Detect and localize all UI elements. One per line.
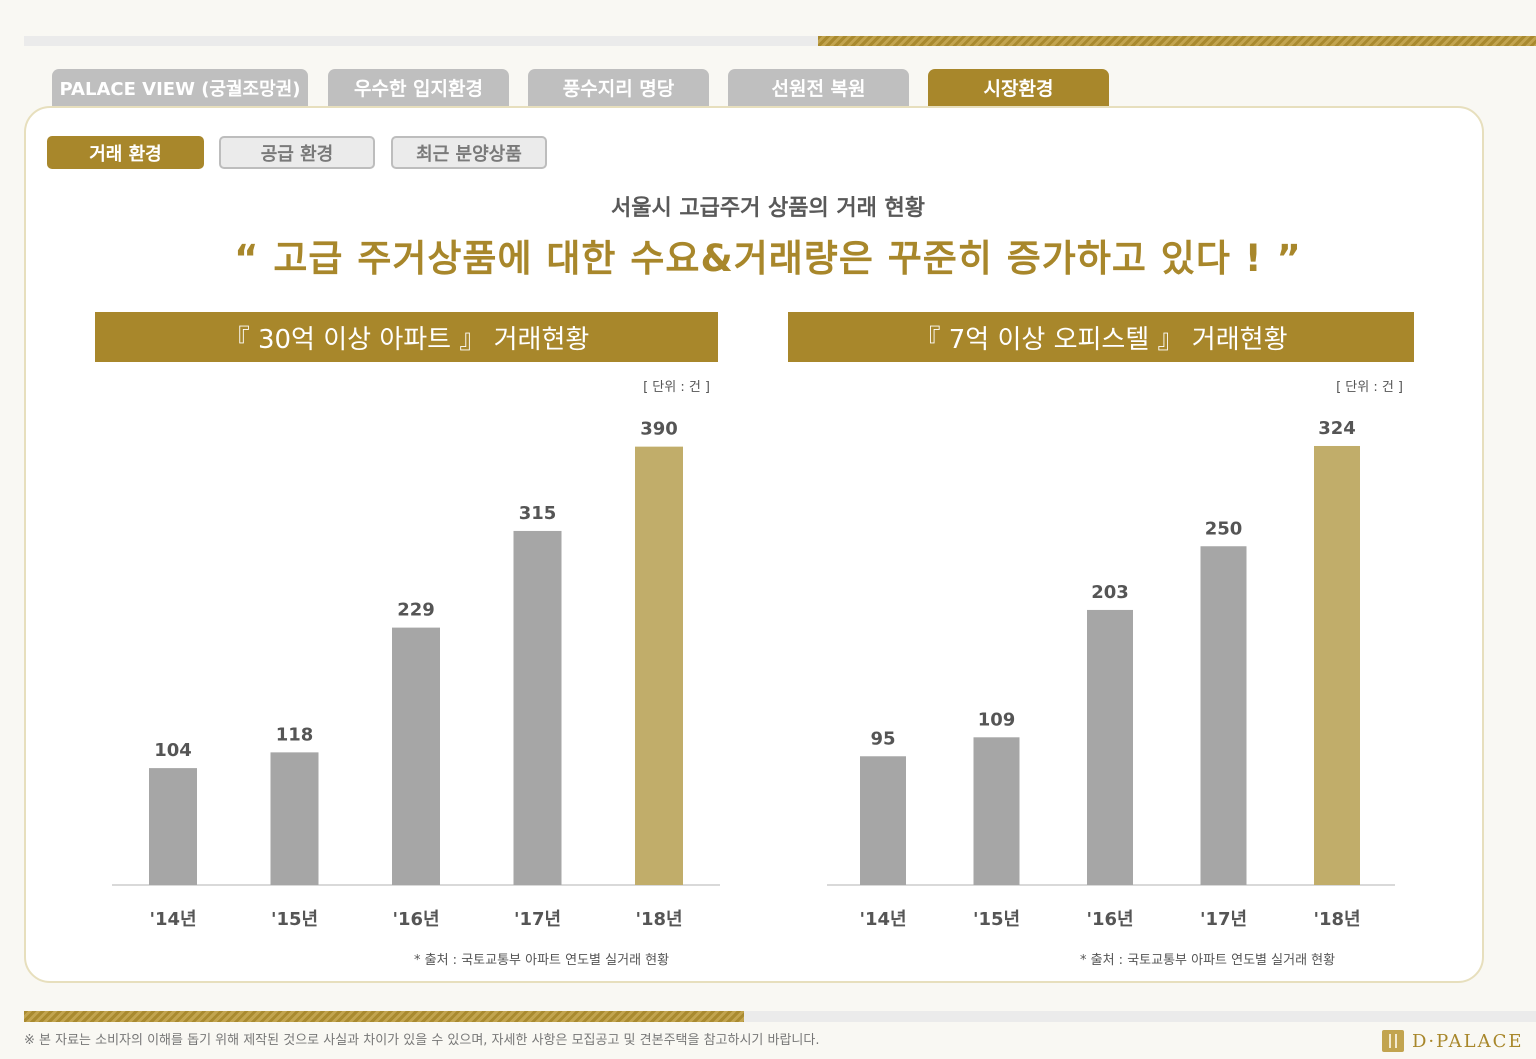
- tab-location[interactable]: 우수한 입지환경: [328, 69, 509, 106]
- section-subtitle: 서울시 고급주거 상품의 거래 현황: [611, 196, 925, 221]
- logo-mark-icon: [1382, 1030, 1404, 1052]
- bar-value-label: 203: [1091, 582, 1129, 603]
- bottom-stripe-gold: [24, 1011, 744, 1022]
- x-tick-label: '14년: [859, 909, 906, 930]
- chart2-source: * 출처 : 국토교통부 아파트 연도별 실거래 현황: [1080, 953, 1336, 968]
- footer-disclaimer: ※ 본 자료는 소비자의 이해를 돕기 위해 제작된 것으로 사실과 차이가 있…: [24, 1033, 820, 1048]
- bar-5: [1314, 445, 1360, 885]
- chart1-title: 『 30억 이상 아파트 』 거래현황: [95, 312, 718, 362]
- subtab-recent-sales[interactable]: 최근 분양상품: [391, 136, 547, 169]
- tab-feng-shui[interactable]: 풍수지리 명당: [528, 69, 709, 106]
- bar-value-label: 229: [397, 600, 435, 621]
- bar-4: [1200, 546, 1247, 885]
- brand-logo: D·PALACE: [1382, 1030, 1523, 1052]
- bar-2: [973, 737, 1020, 885]
- chart2-svg: 95 '14년 109 '15년 203 '16년 250 '17년 324 '18년: [827, 418, 1395, 930]
- x-tick-label: '18년: [635, 909, 682, 930]
- x-tick-label: '15년: [973, 909, 1020, 930]
- logo-text: D·PALACE: [1412, 1030, 1524, 1052]
- tab-palace-view[interactable]: PALACE VIEW (궁궐조망권): [52, 69, 308, 106]
- chart1-unit: [ 단위 : 건 ]: [643, 380, 710, 395]
- bar-5: [635, 446, 683, 885]
- bar-value-label: 324: [1318, 418, 1356, 439]
- x-tick-label: '17년: [1200, 909, 1247, 930]
- subtab-supply[interactable]: 공급 환경: [219, 136, 375, 169]
- bar-2: [270, 752, 319, 885]
- x-tick-label: '18년: [1313, 909, 1360, 930]
- bottom-stripe-gray: [744, 1011, 1536, 1022]
- bar-3: [392, 627, 440, 885]
- bar-value-label: 109: [978, 709, 1016, 730]
- bar-4: [513, 530, 562, 885]
- section-title: “ 고급 주거상품에 대한 수요&거래량은 꾸준히 증가하고 있다 ! ”: [234, 237, 1302, 280]
- tab-market[interactable]: 시장환경: [928, 69, 1109, 106]
- bar-1: [860, 756, 906, 885]
- x-tick-label: '17년: [514, 909, 561, 930]
- tab-seonwonjeon[interactable]: 선원전 복원: [728, 69, 909, 106]
- bar-1: [149, 768, 197, 885]
- x-tick-label: '15년: [271, 909, 318, 930]
- chart2-unit: [ 단위 : 건 ]: [1336, 380, 1403, 395]
- x-tick-label: '16년: [1086, 909, 1133, 930]
- top-stripe-gray: [24, 36, 818, 46]
- bar-value-label: 118: [276, 724, 314, 745]
- chart1-svg: 104 '14년 118 '15년 229 '16년 315 '17년 390 '18년: [112, 419, 720, 930]
- subtab-transaction[interactable]: 거래 환경: [47, 136, 204, 169]
- bar-3: [1087, 609, 1133, 885]
- top-stripe-gold: [818, 36, 1536, 46]
- chart2-title: 『 7억 이상 오피스텔 』 거래현황: [788, 312, 1414, 362]
- bar-value-label: 104: [154, 740, 192, 761]
- bar-value-label: 390: [640, 419, 678, 440]
- bar-value-label: 250: [1205, 518, 1243, 539]
- bar-value-label: 315: [519, 503, 557, 524]
- chart1-source: * 출처 : 국토교통부 아파트 연도별 실거래 현황: [414, 953, 670, 968]
- x-tick-label: '16년: [392, 909, 439, 930]
- bar-value-label: 95: [870, 728, 895, 749]
- x-tick-label: '14년: [149, 909, 196, 930]
